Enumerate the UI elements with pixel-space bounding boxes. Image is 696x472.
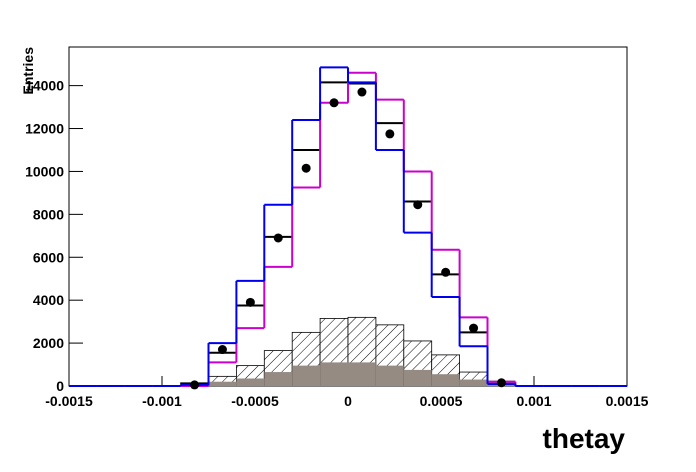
filled-bar [348,362,376,386]
data-point [357,87,367,97]
data-point [441,267,451,277]
filled-bar [403,369,432,386]
filled-bar [459,379,488,386]
y-tick-label: 12000 [25,121,64,137]
x-tick-label: -0.0015 [45,393,93,409]
data-point [385,129,395,139]
filled-bar [208,381,237,386]
data-point [245,297,255,307]
x-axis-label: thetay [543,423,626,454]
x-tick-label: 0.0005 [420,393,463,409]
filled-bar [292,365,321,386]
y-tick-label: 0 [56,378,64,394]
y-tick-label: 8000 [33,206,64,222]
data-point [469,323,479,333]
filled-bar [236,378,265,386]
x-tick-label: 0.0015 [606,393,649,409]
data-point [273,233,283,243]
data-point [496,378,506,388]
y-axis-label: Entries [20,47,36,95]
x-tick-label: -0.001 [142,393,182,409]
y-tick-label: 14000 [25,78,64,94]
x-tick-label: 0 [344,393,352,409]
filled-bar [431,374,460,386]
y-tick-label: 4000 [33,292,64,308]
data-point [217,345,227,355]
data-point [301,163,311,173]
y-tick-label: 6000 [33,249,64,265]
data-point [329,98,339,108]
filled-bar [320,362,348,386]
x-tick-label: -0.0005 [231,393,279,409]
y-tick-label: 2000 [33,335,64,351]
filled-bar [264,372,293,386]
y-tick-label: 10000 [25,163,64,179]
filled-bar [375,365,404,386]
x-tick-label: 0.001 [516,393,551,409]
data-point [190,380,200,390]
data-point [413,200,423,210]
